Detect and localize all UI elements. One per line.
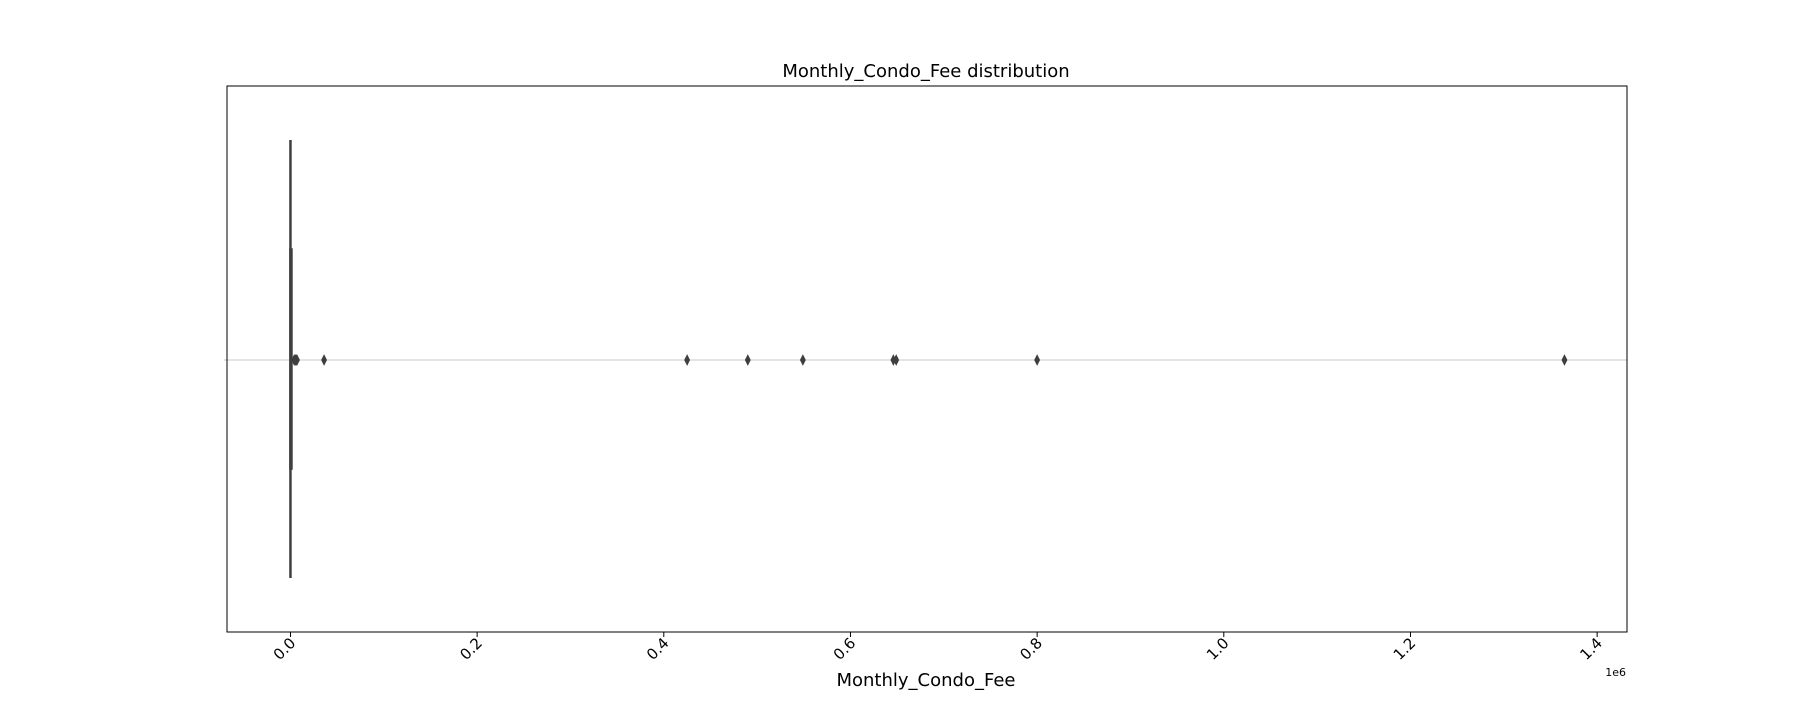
outlier-point bbox=[744, 354, 751, 366]
x-tick-label: 1.4 bbox=[1576, 634, 1606, 664]
outlier-point bbox=[1561, 354, 1568, 366]
plot-frame bbox=[226, 85, 1628, 633]
plot-area bbox=[224, 85, 1628, 633]
outlier-point bbox=[893, 354, 900, 366]
x-tick-label: 0.4 bbox=[643, 634, 673, 664]
outlier-point bbox=[294, 354, 300, 366]
axis-offset-label: 1e6 bbox=[1605, 666, 1626, 679]
x-tick-label: 0.2 bbox=[456, 634, 486, 664]
outlier-point bbox=[799, 354, 806, 366]
x-tick-label: 0.0 bbox=[270, 634, 300, 664]
x-tick-label: 1.0 bbox=[1203, 634, 1233, 664]
x-tick-label: 1.2 bbox=[1390, 634, 1420, 664]
outlier-point bbox=[684, 354, 691, 366]
x-tick-label: 0.6 bbox=[830, 634, 860, 664]
outlier-point bbox=[1034, 354, 1041, 366]
x-axis-label: Monthly_Condo_Fee bbox=[836, 670, 1015, 691]
x-axis-ticks: 0.0 0.2 0.4 0.6 0.8 1.0 1.2 1.4 bbox=[270, 632, 1606, 664]
x-tick-label: 0.8 bbox=[1016, 634, 1046, 664]
outlier-point bbox=[321, 354, 328, 366]
chart-title: Monthly_Condo_Fee distribution bbox=[782, 61, 1069, 82]
